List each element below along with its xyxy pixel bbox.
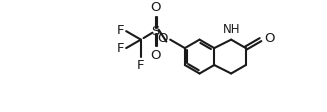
Text: O: O [264, 32, 275, 45]
Text: F: F [116, 24, 124, 37]
Text: F: F [137, 59, 145, 72]
Text: NH: NH [222, 23, 240, 36]
Text: O: O [150, 1, 161, 14]
Text: O: O [150, 49, 161, 62]
Text: O: O [157, 32, 168, 45]
Text: S: S [151, 25, 160, 38]
Text: F: F [116, 42, 124, 55]
